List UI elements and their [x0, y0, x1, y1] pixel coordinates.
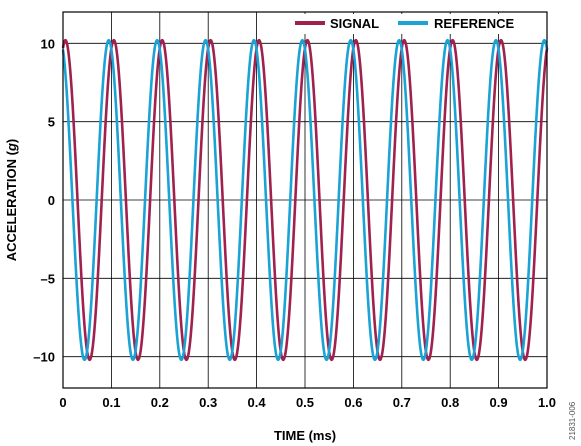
- y-axis-title: ACCELERATION (g): [4, 139, 19, 262]
- x-tick-label: 0.3: [199, 395, 217, 410]
- y-axis-title-prefix: ACCELERATION (: [4, 150, 19, 261]
- x-tick-label: 0.8: [441, 395, 459, 410]
- x-tick-labels: 0 0.1 0.2 0.3 0.4 0.5 0.6 0.7 0.8 0.9 1.0: [59, 395, 556, 410]
- y-axis-title-unit: g: [4, 143, 19, 152]
- x-axis-title: TIME (ms): [274, 428, 336, 443]
- x-tick-label: 0.7: [393, 395, 411, 410]
- figure-id: 21831-006: [568, 401, 577, 440]
- y-tick-label: 0: [48, 193, 55, 208]
- y-axis-title-suffix: ): [4, 139, 19, 143]
- y-tick-labels: 10 5 0 –5 –10: [33, 36, 55, 364]
- legend-label-reference: REFERENCE: [434, 16, 515, 31]
- x-tick-label: 0: [59, 395, 66, 410]
- series-lines: [61, 38, 549, 362]
- y-tick-label: –10: [33, 350, 55, 365]
- legend: SIGNAL REFERENCE: [288, 14, 544, 34]
- x-tick-label: 0.5: [296, 395, 314, 410]
- legend-label-signal: SIGNAL: [330, 16, 379, 31]
- x-tick-label: 0.2: [151, 395, 169, 410]
- x-tick-label: 1.0: [538, 395, 556, 410]
- x-tick-label: 0.1: [102, 395, 120, 410]
- y-tick-label: –5: [41, 271, 55, 286]
- x-tick-label: 0.4: [248, 395, 267, 410]
- y-tick-label: 5: [48, 115, 55, 130]
- y-tick-label: 10: [41, 36, 55, 51]
- x-tick-label: 0.6: [344, 395, 362, 410]
- plot-frame: [62, 11, 548, 389]
- series-line-reference: [61, 38, 549, 362]
- x-tick-label: 0.9: [490, 395, 508, 410]
